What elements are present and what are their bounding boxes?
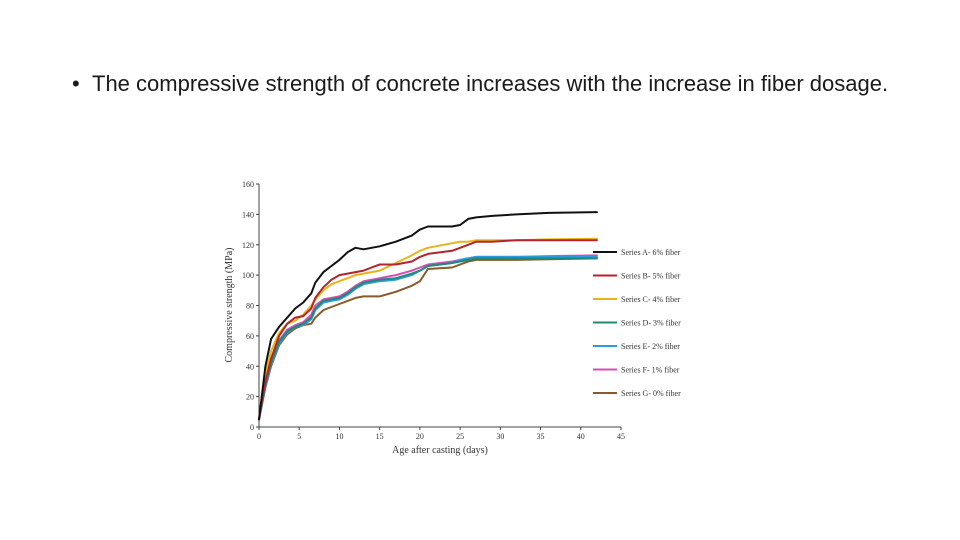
y-tick-label: 120 [242, 241, 254, 250]
y-tick-label: 80 [246, 302, 254, 311]
bullet-text: The compressive strength of concrete inc… [92, 71, 889, 96]
x-tick-label: 45 [617, 432, 625, 441]
x-axis-label: Age after casting (days) [392, 445, 488, 456]
x-tick-label: 10 [335, 432, 343, 441]
series-line-d [258, 257, 598, 421]
series-line-a [258, 211, 598, 421]
x-tick-label: 0 [257, 432, 261, 441]
y-tick-label: 160 [242, 180, 254, 189]
legend-label: Series B- 5% fiber [621, 272, 681, 281]
x-tick-label: 5 [297, 432, 301, 441]
compressive-strength-chart: 0 20 40 60 80 100 120 140 160 0 5 10 15 20 25 30 35 40 45… [224, 180, 681, 456]
x-tick-label: 15 [376, 432, 384, 441]
bullet-symbol: • [72, 71, 80, 96]
legend: Series A- 6% fiber Series B- 5% fiber Seri… [593, 248, 681, 398]
y-tick-label: 20 [246, 393, 254, 402]
x-tick-label: 25 [456, 432, 464, 441]
legend-label: Series E- 2% fiber [621, 342, 680, 351]
series-line-e [258, 255, 598, 421]
legend-label: Series G- 0% fiber [621, 389, 681, 398]
y-axis-label: Compressive strength (MPa) [224, 248, 235, 363]
x-tick-label: 35 [537, 432, 545, 441]
legend-label: Series C- 4% fiber [621, 295, 681, 304]
legend-label: Series D- 3% fiber [621, 319, 681, 328]
legend-label: Series F- 1% fiber [621, 366, 680, 375]
x-ticks: 0 5 10 15 20 25 30 35 40 45 [257, 427, 625, 441]
y-tick-label: 100 [242, 271, 254, 280]
y-tick-label: 40 [246, 362, 254, 371]
series-lines [258, 211, 598, 421]
series-line-g [258, 257, 598, 421]
series-line-b [258, 239, 598, 421]
series-line-c [258, 237, 598, 421]
x-tick-label: 30 [496, 432, 504, 441]
y-tick-label: 0 [250, 423, 254, 432]
y-tick-label: 60 [246, 332, 254, 341]
y-ticks: 0 20 40 60 80 100 120 140 160 [242, 180, 259, 432]
series-line-f [258, 254, 598, 421]
y-tick-label: 140 [242, 210, 254, 219]
x-tick-label: 40 [577, 432, 585, 441]
legend-label: Series A- 6% fiber [621, 248, 681, 257]
bullet-paragraph: • The compressive strength of concrete in… [72, 68, 912, 99]
x-tick-label: 20 [416, 432, 424, 441]
